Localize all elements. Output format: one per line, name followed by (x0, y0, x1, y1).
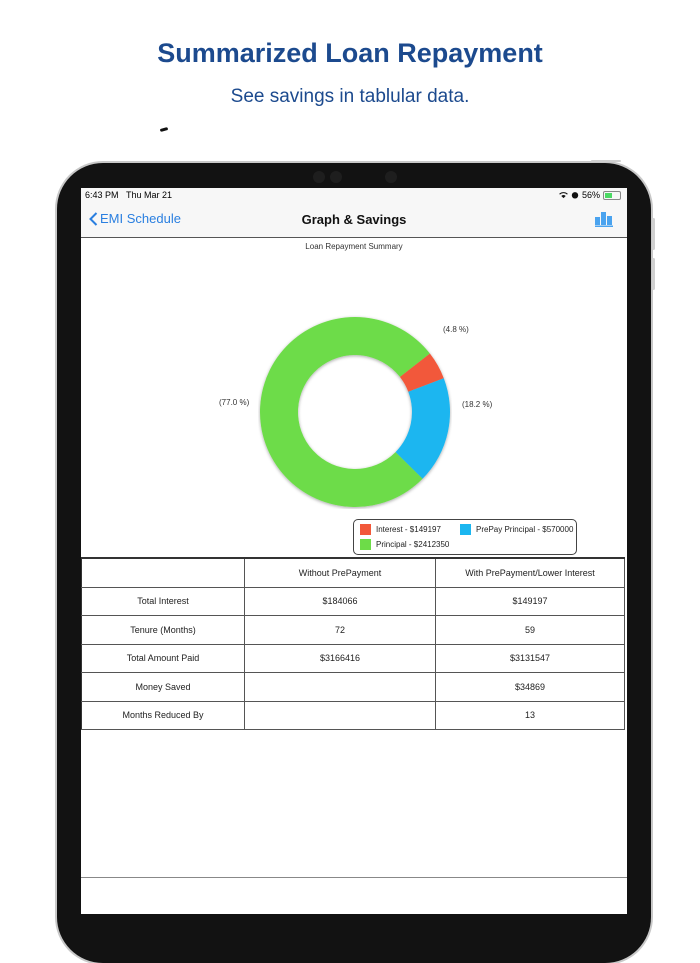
app-screen: 6:43 PM Thu Mar 21 56% EMI Schedule Grap… (81, 188, 627, 878)
cell-with: $3131547 (435, 644, 625, 673)
table-row: Total Amount Paid $3166416 $3131547 (81, 644, 625, 673)
wifi-icon (559, 191, 568, 198)
camera-sensor (385, 171, 397, 183)
tablet-frame: 6:43 PM Thu Mar 21 56% EMI Schedule Grap… (57, 160, 655, 963)
status-time: 6:43 PM Thu Mar 21 (85, 190, 173, 200)
legend-swatch (360, 539, 371, 550)
header-cell (81, 558, 245, 588)
promo-subtitle: See savings in tablular data. (230, 86, 470, 107)
table-row: Months Reduced By 13 (81, 701, 625, 730)
slice-label-interest: (4.8 %) (443, 325, 469, 334)
cell-with: $149197 (435, 587, 625, 616)
legend-item-prepay: PrePay Principal - $570000 (460, 524, 573, 535)
navigation-bar: EMI Schedule Graph & Savings (81, 202, 627, 238)
volume-button (652, 258, 655, 290)
row-label: Total Interest (81, 587, 245, 616)
slice-label-prepay: (18.2 %) (462, 400, 493, 409)
cell-with: $34869 (435, 672, 625, 702)
battery-percent: 56% (581, 190, 600, 200)
slice-interest[interactable] (399, 353, 444, 392)
back-button-label: EMI Schedule (100, 211, 181, 226)
legend-swatch (360, 524, 371, 535)
donut-chart (258, 315, 452, 509)
decorative-mark (159, 127, 169, 132)
bottom-toolbar (81, 877, 627, 914)
header-cell: Without PrePayment (244, 558, 436, 588)
back-button[interactable]: EMI Schedule (89, 211, 181, 226)
row-label: Money Saved (81, 672, 245, 702)
page-title: Graph & Savings (301, 212, 407, 227)
header-cell: With PrePayment/Lower Interest (435, 558, 625, 588)
slice-prepay-principal[interactable] (395, 378, 450, 479)
chevron-left-icon (89, 211, 98, 226)
cell-without: $184066 (244, 587, 436, 616)
battery-charging-icon (603, 190, 621, 200)
cell-without (244, 672, 436, 702)
cell-without (244, 701, 436, 730)
cell-without: $3166416 (244, 644, 436, 673)
table-row: Tenure (Months) 72 59 (81, 615, 625, 645)
bar-chart-icon (595, 212, 613, 227)
chart-title: Loan Repayment Summary (305, 242, 403, 251)
alarm-icon (571, 192, 579, 199)
legend-item-principal: Principal - $2412350 (360, 539, 449, 550)
row-label: Months Reduced By (81, 701, 245, 730)
status-icons: 56% (559, 190, 621, 200)
savings-table: Without PrePayment With PrePayment/Lower… (81, 557, 625, 730)
chart-legend: Interest - $149197 PrePay Principal - $5… (353, 519, 577, 555)
camera-sensor (330, 171, 342, 183)
slice-label-principal: (77.0 %) (219, 398, 250, 407)
volume-button (652, 218, 655, 250)
camera-sensor (313, 171, 325, 183)
status-bar: 6:43 PM Thu Mar 21 56% (81, 188, 627, 202)
table-header-row: Without PrePayment With PrePayment/Lower… (81, 558, 625, 588)
chart-button[interactable] (595, 211, 613, 232)
power-button (591, 160, 621, 162)
table-row: Total Interest $184066 $149197 (81, 587, 625, 616)
cell-with: 59 (435, 615, 625, 645)
legend-item-interest: Interest - $149197 (360, 524, 441, 535)
legend-swatch (460, 524, 471, 535)
table-row: Money Saved $34869 (81, 672, 625, 702)
cell-with: 13 (435, 701, 625, 730)
cell-without: 72 (244, 615, 436, 645)
row-label: Tenure (Months) (81, 615, 245, 645)
promo-title: Summarized Loan Repayment (157, 38, 543, 68)
slice-principal[interactable] (260, 317, 430, 507)
row-label: Total Amount Paid (81, 644, 245, 673)
